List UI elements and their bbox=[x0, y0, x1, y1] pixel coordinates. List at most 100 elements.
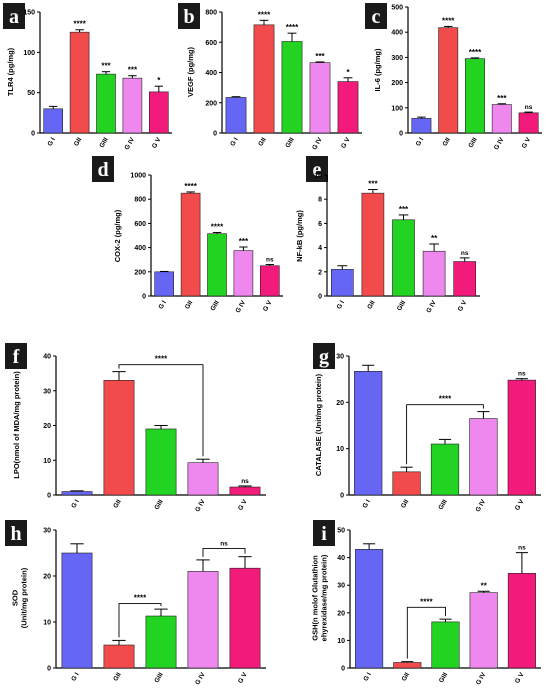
panel-c-letter: c bbox=[372, 6, 381, 28]
panel-b-y-tick-label: 600 bbox=[205, 40, 217, 47]
panel-i-significance: ns bbox=[518, 545, 526, 552]
panel-c-bar-gv bbox=[518, 112, 539, 134]
panel-i-significance: ** bbox=[481, 581, 488, 590]
panel-i-comparison-bracket bbox=[406, 606, 446, 659]
y-axis-title-line: CATALASE (Unit/mg protein) bbox=[314, 373, 323, 476]
panel-h-bar-giv bbox=[187, 571, 219, 669]
panel-i-category-label: G IV bbox=[475, 671, 488, 686]
panel-f-bar-gii bbox=[103, 380, 135, 496]
panel-h-category-label: GIII bbox=[153, 671, 164, 684]
panel-a-y-axis-title: TLR4 (pg/mg) bbox=[6, 47, 15, 96]
panel-d-significance: ns bbox=[266, 257, 274, 264]
panel-d-significance: **** bbox=[184, 182, 197, 191]
panel-i-y-tick-label: 30 bbox=[337, 583, 345, 590]
panel-b-category-label: G I bbox=[229, 136, 239, 147]
panel-h-y-tick-label: 10 bbox=[43, 620, 51, 627]
panel-h-bracket-label: ns bbox=[220, 540, 228, 547]
panel-c-category-label: G IV bbox=[493, 136, 506, 151]
panel-f-bar-giv bbox=[187, 462, 219, 496]
panel-b-y-tick-label: 400 bbox=[205, 70, 217, 77]
panel-c-category-label: GII bbox=[442, 136, 452, 147]
panel-e-bar-giii bbox=[392, 219, 415, 297]
y-axis-title-line: ehyrexidase/mg protein) bbox=[320, 554, 329, 641]
panel-a-category-label: G V bbox=[151, 136, 163, 150]
panel-e-y-axis-title: NF-kB (pg/mg) bbox=[295, 210, 304, 262]
panel-b-letter: b bbox=[183, 6, 194, 28]
panel-i-bar-giv bbox=[469, 592, 498, 669]
panel-h-category-label: G V bbox=[237, 671, 249, 685]
panel-i-category-label: G I bbox=[362, 671, 372, 682]
panel-d: d 0 200 400 600 800 1000 COX-2 (pg/mg) G I **** GI… bbox=[92, 156, 283, 314]
panel-g-category-label: GII bbox=[400, 498, 410, 509]
panel-d-category-label: GIII bbox=[209, 299, 220, 312]
panel-c-bar-gi bbox=[411, 118, 432, 134]
panel-b-bar-giv bbox=[309, 62, 331, 134]
panel-h-y-tick-label: 20 bbox=[43, 574, 51, 581]
panel-e-category-label: GII bbox=[366, 299, 376, 310]
panel-a-letter: a bbox=[9, 6, 19, 28]
panel-f-bar-gv bbox=[229, 486, 261, 496]
panel-e-y-tick-label: 8 bbox=[318, 197, 322, 204]
panel-f-y-tick-label: 0 bbox=[47, 493, 51, 500]
panel-e-significance: *** bbox=[368, 180, 378, 189]
panel-g-category-label: G I bbox=[362, 498, 372, 509]
panel-e-y-tick-label: 6 bbox=[318, 221, 322, 228]
panel-d-y-axis-title: COX-2 (pg/mg) bbox=[113, 209, 122, 262]
panel-a-category-label: GII bbox=[73, 136, 83, 147]
panel-g-category-label: GIII bbox=[437, 498, 448, 511]
panel-f: f 0 10 20 30 40 LPO(nmol of MDA/mg protein) G I… bbox=[5, 343, 266, 513]
panel-e-bar-gv bbox=[453, 261, 477, 297]
panel-b-significance: **** bbox=[258, 10, 271, 19]
panel-e-bar-giv bbox=[422, 250, 446, 297]
panel-h-category-label: G IV bbox=[194, 671, 207, 686]
panel-a-category-label: G I bbox=[47, 136, 57, 147]
panel-g-bar-gi bbox=[354, 370, 383, 496]
panel-d-y-tick-label: 1000 bbox=[130, 173, 146, 180]
panel-i-y-tick-label: 20 bbox=[337, 610, 345, 617]
panel-h-bar-gi bbox=[61, 552, 93, 669]
panel-a-category-label: GIII bbox=[98, 136, 109, 149]
panel-a-bar-gi bbox=[43, 108, 64, 134]
y-axis-title-line: LPO(nmol of MDA/mg protein) bbox=[12, 371, 21, 479]
panel-e-significance: *** bbox=[399, 205, 409, 214]
panel-c-bar-giii bbox=[465, 58, 485, 134]
panel-e-y-tick-label: 10 bbox=[314, 173, 322, 180]
panel-i-y-tick-label: 40 bbox=[337, 555, 345, 562]
panel-e-letter-box bbox=[306, 156, 328, 182]
panel-c-bar-gii bbox=[438, 27, 459, 134]
panel-e: e 0 2 4 6 8 10 NF-kB (pg/mg) G I *** GII *** GIII ** G… bbox=[295, 156, 480, 314]
panel-f-letter: f bbox=[13, 346, 20, 368]
panel-d-y-tick-label: 800 bbox=[134, 197, 146, 204]
panel-c-y-axis-title: IL-6 (pg/mg) bbox=[373, 48, 382, 91]
panel-b-bar-gii bbox=[253, 24, 275, 134]
panel-c-significance: *** bbox=[497, 94, 507, 103]
panel-h-bar-gii bbox=[103, 644, 135, 669]
panel-b-y-tick-label: 800 bbox=[205, 10, 217, 17]
panel-a-bar-gv bbox=[148, 91, 169, 134]
panel-d-y-tick-label: 0 bbox=[142, 294, 146, 301]
panel-f-bracket-label: **** bbox=[155, 355, 168, 364]
panel-h-y-axis-title: SOD(Unit/mg protein) bbox=[11, 567, 29, 628]
panel-b-category-label: GIII bbox=[284, 136, 295, 149]
panel-c-significance: **** bbox=[469, 48, 482, 57]
panel-g-bar-giv bbox=[469, 418, 498, 496]
panel-a-y-tick-label: 50 bbox=[27, 90, 35, 97]
panel-b-significance: * bbox=[346, 68, 350, 77]
panel-f-category-label: G I bbox=[70, 498, 80, 509]
panel-a-bar-gii bbox=[69, 31, 90, 134]
panel-c-category-label: GIII bbox=[467, 136, 478, 149]
panel-d-bar-gi bbox=[154, 271, 175, 297]
panel-b-y-tick-label: 0 bbox=[213, 131, 217, 138]
panel-h-bar-giii bbox=[145, 615, 177, 669]
panel-b-bar-gv bbox=[337, 81, 359, 134]
panel-i-category-label: GIII bbox=[438, 671, 449, 684]
panel-i-letter-box bbox=[313, 520, 335, 546]
panel-a-y-tick-label: 100 bbox=[23, 50, 35, 57]
panel-g-comparison-bracket bbox=[406, 404, 484, 465]
panel-b-significance: *** bbox=[315, 52, 325, 61]
panel-b-y-axis-title: VEGF (pg/mg) bbox=[186, 47, 195, 97]
panel-i-bar-gii bbox=[393, 662, 422, 669]
panel-h-category-label: GII bbox=[112, 671, 122, 682]
y-axis-title-line: VEGF (pg/mg) bbox=[186, 47, 195, 97]
panel-f-category-label: GII bbox=[112, 498, 122, 509]
